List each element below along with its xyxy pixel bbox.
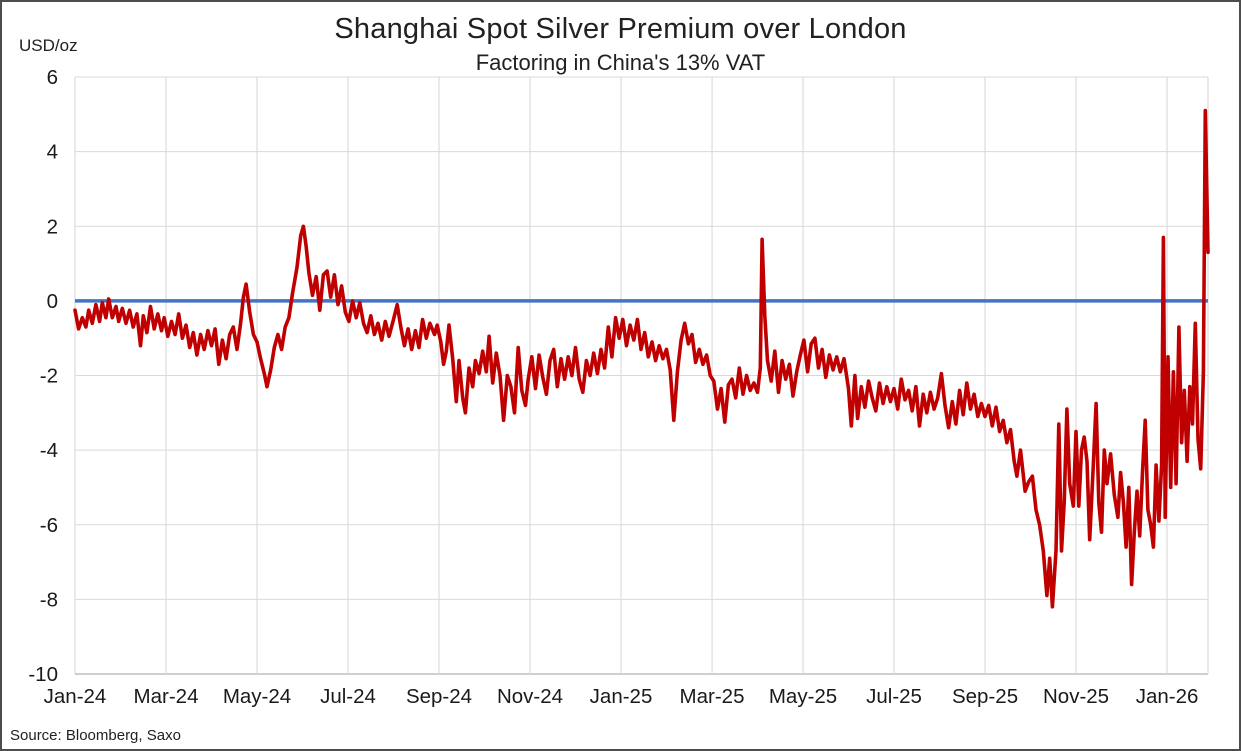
x-tick-label: Jul-24 — [320, 685, 376, 708]
x-tick-label: Jan-26 — [1136, 685, 1199, 708]
x-tick-label: May-25 — [769, 685, 837, 708]
y-tick-label: -10 — [28, 663, 58, 686]
x-tick-label: Nov-25 — [1043, 685, 1109, 708]
x-tick-label: Sep-24 — [406, 685, 472, 708]
chart-subtitle: Factoring in China's 13% VAT — [475, 50, 766, 75]
y-axis-unit-label: USD/oz — [19, 36, 78, 55]
x-tick-label: Sep-25 — [952, 685, 1018, 708]
source-note: Source: Bloomberg, Saxo — [10, 727, 181, 744]
y-tick-label: 4 — [47, 141, 58, 164]
premium-series-line — [73, 108, 1210, 609]
y-tick-label: -6 — [40, 514, 58, 537]
x-tick-label: Nov-24 — [497, 685, 563, 708]
x-tick-label: Jan-25 — [590, 685, 653, 708]
y-tick-label: 0 — [47, 290, 58, 313]
y-tick-label: -8 — [40, 588, 58, 611]
chart-title: Shanghai Spot Silver Premium over London — [334, 13, 907, 45]
x-tick-label: May-24 — [223, 685, 291, 708]
x-tick-label: Jan-24 — [44, 685, 107, 708]
x-tick-label: Mar-25 — [680, 685, 745, 708]
x-tick-label: Mar-24 — [134, 685, 199, 708]
y-tick-label: -2 — [40, 365, 58, 388]
y-tick-label: -4 — [40, 439, 58, 462]
y-tick-label: 6 — [47, 66, 58, 89]
x-tick-label: Jul-25 — [866, 685, 922, 708]
y-tick-label: 2 — [47, 215, 58, 238]
